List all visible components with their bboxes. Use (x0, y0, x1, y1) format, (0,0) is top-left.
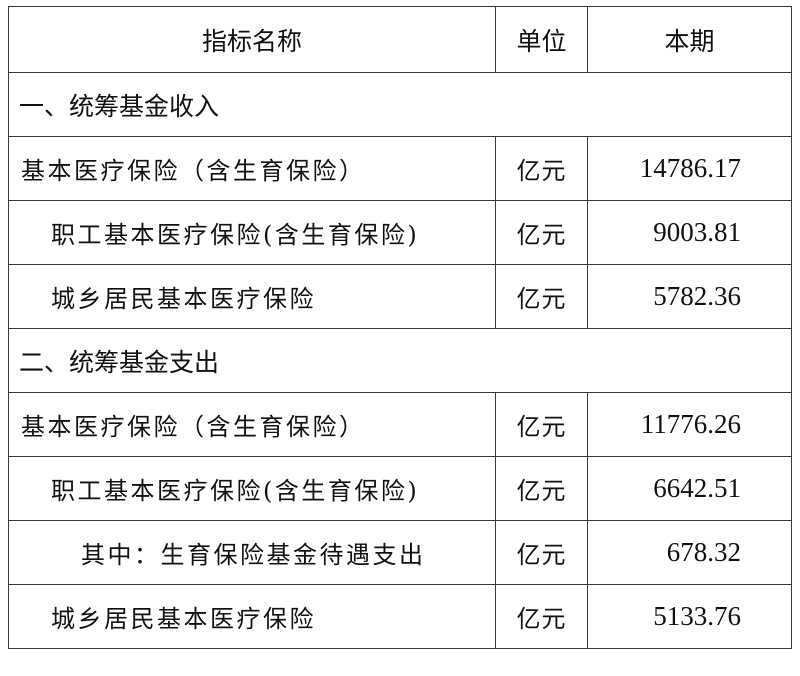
indicator-name: 基本医疗保险（含生育保险） (8, 136, 496, 201)
medical-insurance-fund-table: 指标名称 单位 本期 一、统筹基金收入 基本医疗保险（含生育保险） 亿元 14786.… (8, 6, 792, 649)
table-row: 职工基本医疗保险(含生育保险) 亿元 9003.81 (8, 200, 792, 265)
table-row: 其中：生育保险基金待遇支出 亿元 678.32 (8, 520, 792, 585)
table-row: 城乡居民基本医疗保险 亿元 5782.36 (8, 264, 792, 329)
unit-cell: 亿元 (495, 584, 588, 649)
section-row: 一、统筹基金收入 (8, 72, 792, 137)
unit-cell: 亿元 (495, 520, 588, 585)
indicator-name: 城乡居民基本医疗保险 (8, 264, 496, 329)
indicator-name: 基本医疗保险（含生育保险） (8, 392, 496, 457)
value-cell: 11776.26 (587, 392, 792, 457)
header-unit: 单位 (495, 6, 588, 73)
unit-cell: 亿元 (495, 264, 588, 329)
value-cell: 14786.17 (587, 136, 792, 201)
table-header-row: 指标名称 单位 本期 (8, 6, 792, 73)
value-cell: 5133.76 (587, 584, 792, 649)
section-title: 二、统筹基金支出 (8, 328, 792, 393)
value-cell: 9003.81 (587, 200, 792, 265)
indicator-name: 其中：生育保险基金待遇支出 (8, 520, 496, 585)
table-row: 基本医疗保险（含生育保险） 亿元 14786.17 (8, 136, 792, 201)
table-row: 职工基本医疗保险(含生育保险) 亿元 6642.51 (8, 456, 792, 521)
unit-cell: 亿元 (495, 200, 588, 265)
header-indicator-name: 指标名称 (8, 6, 496, 73)
section-title: 一、统筹基金收入 (8, 72, 792, 137)
value-cell: 5782.36 (587, 264, 792, 329)
unit-cell: 亿元 (495, 392, 588, 457)
indicator-name: 职工基本医疗保险(含生育保险) (8, 456, 496, 521)
indicator-name: 城乡居民基本医疗保险 (8, 584, 496, 649)
value-cell: 678.32 (587, 520, 792, 585)
value-cell: 6642.51 (587, 456, 792, 521)
section-row: 二、统筹基金支出 (8, 328, 792, 393)
table-row: 城乡居民基本医疗保险 亿元 5133.76 (8, 584, 792, 649)
header-current-period: 本期 (587, 6, 792, 73)
table-row: 基本医疗保险（含生育保险） 亿元 11776.26 (8, 392, 792, 457)
indicator-name: 职工基本医疗保险(含生育保险) (8, 200, 496, 265)
unit-cell: 亿元 (495, 456, 588, 521)
unit-cell: 亿元 (495, 136, 588, 201)
